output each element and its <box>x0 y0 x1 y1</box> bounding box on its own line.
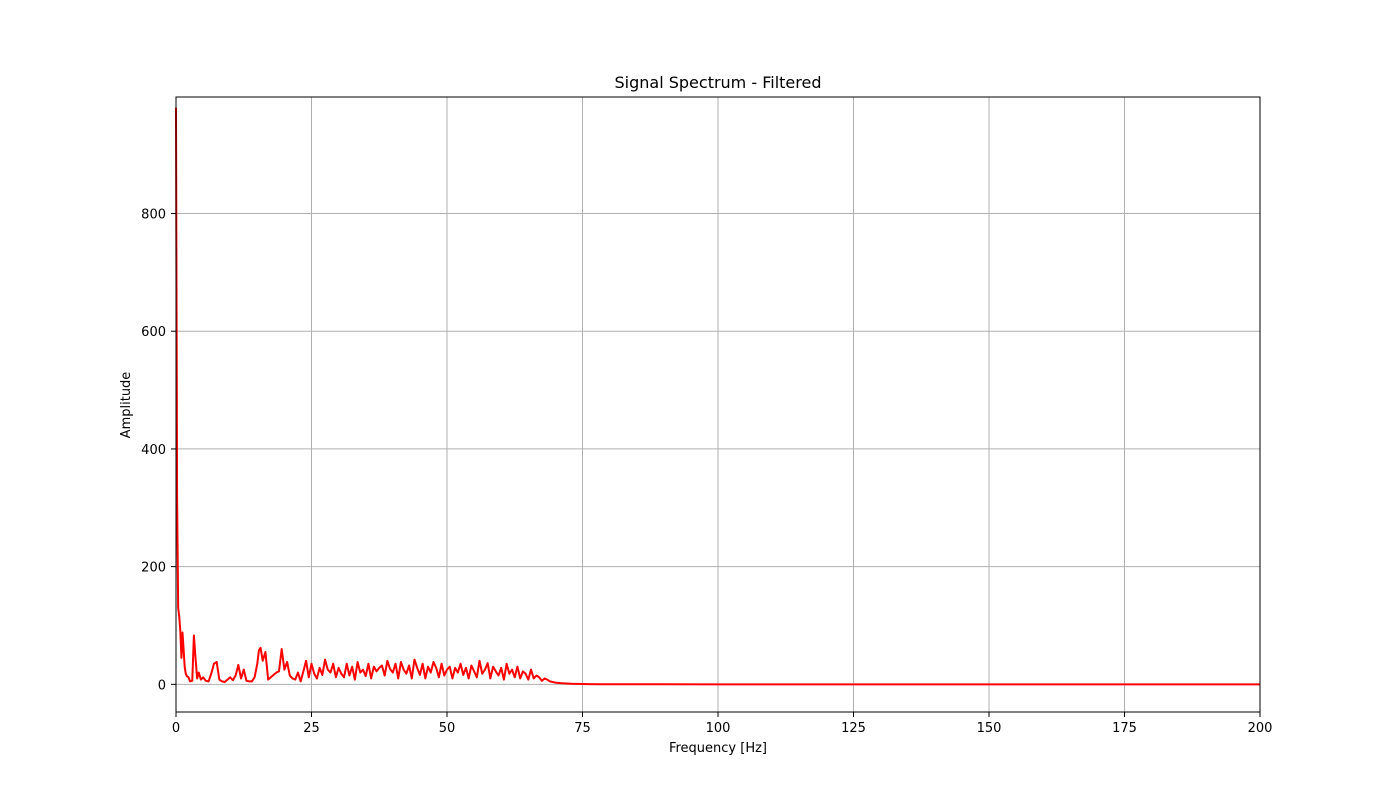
x-tick-label: 25 <box>303 721 320 736</box>
x-tick-label: 200 <box>1248 721 1273 736</box>
x-axis-title: Frequency [Hz] <box>669 741 767 756</box>
x-tick-label: 75 <box>574 721 591 736</box>
x-tick-label: 175 <box>1112 721 1137 736</box>
x-tick-label: 125 <box>841 721 866 736</box>
y-axis-title: Amplitude <box>119 372 134 439</box>
y-tick-label: 800 <box>141 208 166 223</box>
plot-layer <box>175 107 1260 686</box>
grid-layer <box>175 97 1261 712</box>
y-tick-label: 200 <box>141 561 166 576</box>
x-tick-label: 0 <box>172 721 180 736</box>
spectrum-line-0 <box>175 107 1260 686</box>
x-tick-label: 50 <box>439 721 456 736</box>
x-tick-label: 100 <box>706 721 731 736</box>
y-tick-label: 400 <box>141 443 166 458</box>
chart-title: Signal Spectrum - Filtered <box>615 73 822 92</box>
tick-layer: 0 25 50 75 100 125 150 175 200 0 200 400 600 800 <box>141 208 1272 736</box>
y-tick-label: 0 <box>158 678 166 693</box>
y-tick-label: 600 <box>141 325 166 340</box>
x-tick-label: 150 <box>977 721 1002 736</box>
